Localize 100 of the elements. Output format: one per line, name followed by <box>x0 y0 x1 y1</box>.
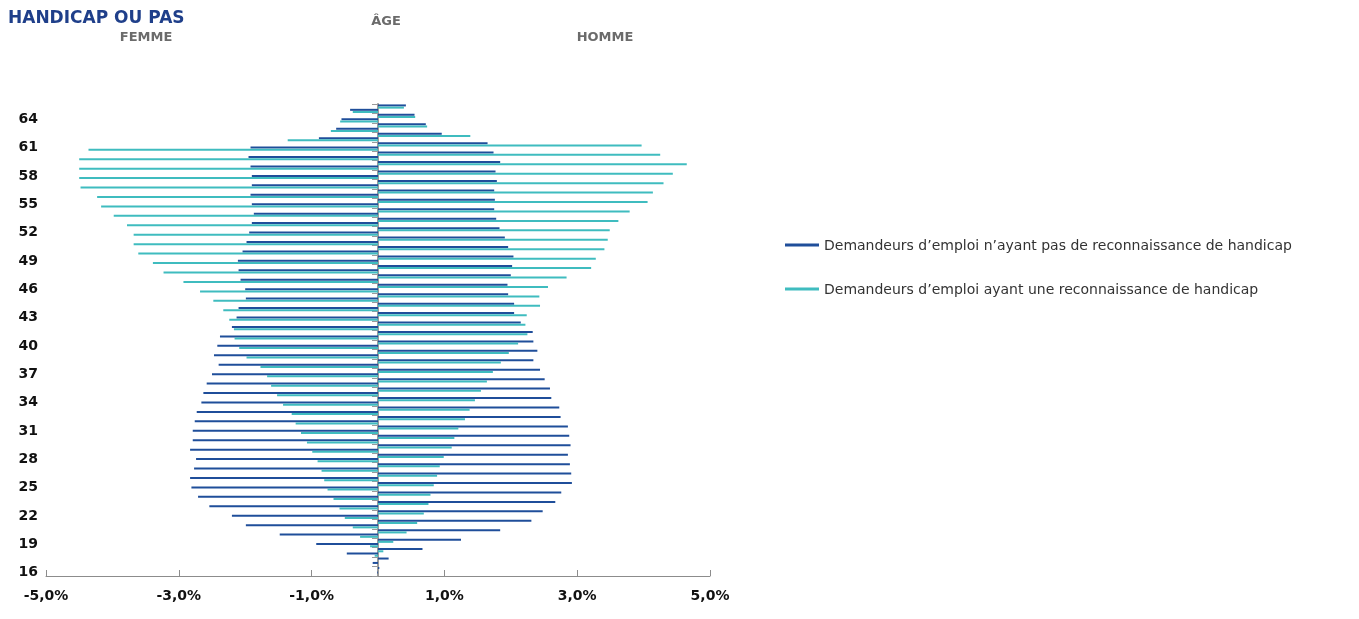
y-tick-label: 28 <box>18 450 38 466</box>
bar <box>283 403 378 406</box>
bar <box>378 434 570 437</box>
x-tick-label: 1,0% <box>424 587 464 603</box>
bar <box>277 394 378 397</box>
bar <box>291 413 378 416</box>
y-tick-label: 55 <box>18 195 38 212</box>
bar <box>327 488 378 491</box>
bar <box>223 309 378 312</box>
bar <box>372 561 378 564</box>
bar <box>378 191 653 194</box>
legend-label: Demandeurs d’emploi n’ayant pas de reconnaissance de handicap <box>824 237 1293 253</box>
bar <box>279 533 378 536</box>
bar <box>79 167 378 170</box>
bar <box>378 132 442 135</box>
bar <box>378 418 465 421</box>
bar <box>378 437 455 440</box>
y-tick-label: 16 <box>18 563 38 580</box>
bar <box>378 161 501 164</box>
bar <box>194 467 378 470</box>
bar <box>127 224 378 227</box>
y-tick-label: 34 <box>18 393 39 410</box>
bar <box>378 208 495 211</box>
bar <box>378 267 592 270</box>
bar <box>378 453 568 456</box>
bar <box>248 156 378 159</box>
bar <box>378 446 452 449</box>
bar <box>317 460 378 463</box>
bar <box>378 425 568 428</box>
bar <box>378 333 528 336</box>
x-tick-label: 3,0% <box>557 587 597 603</box>
bar <box>378 349 538 352</box>
y-tick-label: 64 <box>18 110 39 127</box>
bar <box>330 129 378 132</box>
bar <box>300 431 378 434</box>
bar <box>378 493 431 496</box>
bar <box>287 139 378 142</box>
bar <box>113 214 378 217</box>
bar <box>138 252 378 255</box>
bar <box>245 288 378 291</box>
bar <box>378 172 673 175</box>
bar <box>378 368 541 371</box>
y-tick-label: 43 <box>18 308 38 325</box>
bar <box>378 304 541 307</box>
y-tick-label: 19 <box>18 534 38 551</box>
bar <box>97 195 378 198</box>
bar <box>183 280 378 283</box>
bar <box>339 507 378 510</box>
bar <box>378 198 495 201</box>
bar <box>378 387 550 390</box>
bar <box>378 519 532 522</box>
y-tick-label: 37 <box>18 365 38 382</box>
bar <box>203 392 378 395</box>
x-tick-label: -1,0% <box>289 587 334 603</box>
bar <box>88 148 378 151</box>
bar <box>245 297 378 300</box>
bar <box>152 262 378 265</box>
y-tick-label: 46 <box>18 280 38 297</box>
bar <box>198 495 378 498</box>
bar <box>80 186 378 189</box>
bar <box>378 550 384 553</box>
bar <box>312 450 378 453</box>
bar <box>378 408 470 411</box>
bar <box>378 482 572 485</box>
bar <box>251 203 378 206</box>
bar <box>250 193 378 196</box>
bar <box>239 347 378 350</box>
bar <box>231 514 378 517</box>
bar <box>378 397 552 400</box>
bar <box>360 535 378 538</box>
bar <box>378 229 610 232</box>
bar <box>378 557 389 560</box>
bar <box>378 257 596 260</box>
bar <box>378 264 513 267</box>
bar <box>245 524 378 527</box>
bar <box>240 278 378 281</box>
bar <box>378 153 661 156</box>
legend-label: Demandeurs d’emploi ayant une reconnaissance de handicap <box>824 281 1259 297</box>
bar <box>163 271 378 274</box>
bar <box>196 458 378 461</box>
bar <box>378 189 495 192</box>
bar <box>378 342 519 345</box>
bar <box>378 248 605 251</box>
bar <box>101 205 378 208</box>
bar <box>192 429 378 432</box>
bar <box>378 491 562 494</box>
y-tick-label: 61 <box>18 138 38 155</box>
bar <box>191 486 378 489</box>
bar <box>378 314 527 317</box>
bar <box>378 503 429 506</box>
bar <box>378 389 481 392</box>
bar <box>378 285 548 288</box>
bar <box>295 422 378 425</box>
bar <box>378 142 488 145</box>
bar <box>378 293 509 296</box>
bar <box>378 170 496 173</box>
bar <box>378 538 461 541</box>
x-tick-label: 5,0% <box>690 587 730 603</box>
bar <box>378 548 423 551</box>
bar <box>194 420 378 423</box>
